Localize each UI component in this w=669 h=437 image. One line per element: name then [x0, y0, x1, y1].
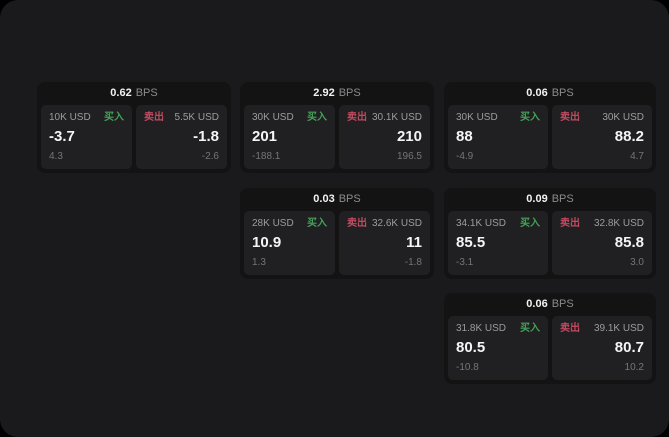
buy-panel[interactable]: 28K USD 买入 10.9 1.3 — [244, 211, 335, 275]
buy-panel[interactable]: 31.8K USD 买入 80.5 -10.8 — [448, 316, 548, 380]
sell-panel[interactable]: 卖出 30K USD 88.2 4.7 — [552, 105, 652, 169]
buy-panel[interactable]: 30K USD 买入 88 -4.9 — [448, 105, 548, 169]
bps-unit-label: BPS — [551, 193, 574, 205]
buy-amount: 31.8K USD — [456, 323, 507, 334]
quote-card: 0.06 BPS 31.8K USD 买入 80.5 -10.8 卖出 39.1… — [444, 293, 656, 384]
sell-panel[interactable]: 卖出 30.1K USD 210 196.5 — [339, 105, 430, 169]
buy-price: -3.7 — [49, 128, 75, 145]
sell-delta: 3.0 — [630, 257, 644, 268]
spread-header: 2.92 BPS — [244, 82, 430, 105]
buy-panel[interactable]: 10K USD 买入 -3.7 4.3 — [41, 105, 132, 169]
sell-amount: 39.1K USD — [593, 323, 644, 334]
sell-delta: 4.7 — [630, 151, 644, 162]
buy-delta: -3.1 — [456, 257, 474, 268]
buy-price: 201 — [252, 128, 278, 145]
sell-amount: 32.6K USD — [371, 218, 422, 229]
sell-label: 卖出 — [144, 112, 164, 123]
bps-unit-label: BPS — [338, 87, 361, 99]
quote-card: 0.03 BPS 28K USD 买入 10.9 1.3 卖出 32.6K US… — [240, 188, 434, 279]
sell-delta: 10.2 — [624, 362, 644, 373]
spread-header: 0.06 BPS — [448, 293, 652, 316]
buy-amount: 28K USD — [252, 218, 294, 229]
buy-label: 买入 — [520, 218, 540, 229]
sell-price: -1.8 — [193, 128, 219, 145]
sell-price: 88.2 — [614, 128, 644, 145]
spread-header: 0.03 BPS — [244, 188, 430, 211]
sell-label: 卖出 — [560, 323, 580, 334]
sell-label: 卖出 — [347, 112, 367, 123]
spread-value: 0.06 — [526, 87, 548, 99]
buy-amount: 10K USD — [49, 112, 91, 123]
sell-amount: 30K USD — [602, 112, 644, 123]
bps-unit-label: BPS — [135, 87, 158, 99]
spread-value: 0.03 — [313, 193, 335, 205]
buy-panel[interactable]: 30K USD 买入 201 -188.1 — [244, 105, 335, 169]
sell-label: 卖出 — [560, 112, 580, 123]
bps-unit-label: BPS — [338, 193, 361, 205]
buy-label: 买入 — [307, 218, 327, 229]
buy-price: 85.5 — [456, 234, 486, 251]
buy-label: 买入 — [307, 112, 327, 123]
sell-panel[interactable]: 卖出 39.1K USD 80.7 10.2 — [552, 316, 652, 380]
buy-delta: -4.9 — [456, 151, 474, 162]
spread-header: 0.62 BPS — [41, 82, 227, 105]
sell-price: 11 — [406, 234, 422, 251]
quote-card: 0.09 BPS 34.1K USD 买入 85.5 -3.1 卖出 32.8K… — [444, 188, 656, 279]
sell-delta: 196.5 — [396, 151, 422, 162]
buy-panel[interactable]: 34.1K USD 买入 85.5 -3.1 — [448, 211, 548, 275]
sell-amount: 30.1K USD — [371, 112, 422, 123]
buy-delta: -10.8 — [456, 362, 479, 373]
quote-card: 0.62 BPS 10K USD 买入 -3.7 4.3 卖出 5.5K USD — [37, 82, 231, 173]
buy-price: 10.9 — [252, 234, 282, 251]
bps-unit-label: BPS — [551, 87, 574, 99]
buy-delta: 1.3 — [252, 257, 266, 268]
buy-amount: 30K USD — [456, 112, 498, 123]
buy-label: 买入 — [104, 112, 124, 123]
buy-amount: 34.1K USD — [456, 218, 507, 229]
sell-panel[interactable]: 卖出 32.8K USD 85.8 3.0 — [552, 211, 652, 275]
sell-panel[interactable]: 卖出 32.6K USD 11 -1.8 — [339, 211, 430, 275]
buy-amount: 30K USD — [252, 112, 294, 123]
sell-amount: 32.8K USD — [593, 218, 644, 229]
sell-price: 80.7 — [614, 339, 644, 356]
buy-delta: -188.1 — [252, 151, 281, 162]
quote-card: 2.92 BPS 30K USD 买入 201 -188.1 卖出 30.1K … — [240, 82, 434, 173]
sell-delta: -1.8 — [404, 257, 422, 268]
spread-value: 0.09 — [526, 193, 548, 205]
buy-label: 买入 — [520, 323, 540, 334]
quote-card: 0.06 BPS 30K USD 买入 88 -4.9 卖出 30K USD — [444, 82, 656, 173]
buy-delta: 4.3 — [49, 151, 63, 162]
bps-unit-label: BPS — [551, 298, 574, 310]
sell-label: 卖出 — [560, 218, 580, 229]
spread-value: 0.62 — [110, 87, 132, 99]
sell-delta: -2.6 — [201, 151, 219, 162]
sell-amount: 5.5K USD — [174, 112, 219, 123]
spread-header: 0.09 BPS — [448, 188, 652, 211]
spread-header: 0.06 BPS — [448, 82, 652, 105]
sell-price: 85.8 — [614, 234, 644, 251]
sell-panel[interactable]: 卖出 5.5K USD -1.8 -2.6 — [136, 105, 227, 169]
buy-label: 买入 — [520, 112, 540, 123]
buy-price: 88 — [456, 128, 473, 145]
sell-price: 210 — [396, 128, 422, 145]
buy-price: 80.5 — [456, 339, 486, 356]
sell-label: 卖出 — [347, 218, 367, 229]
spread-value: 0.06 — [526, 298, 548, 310]
spread-value: 2.92 — [313, 87, 335, 99]
